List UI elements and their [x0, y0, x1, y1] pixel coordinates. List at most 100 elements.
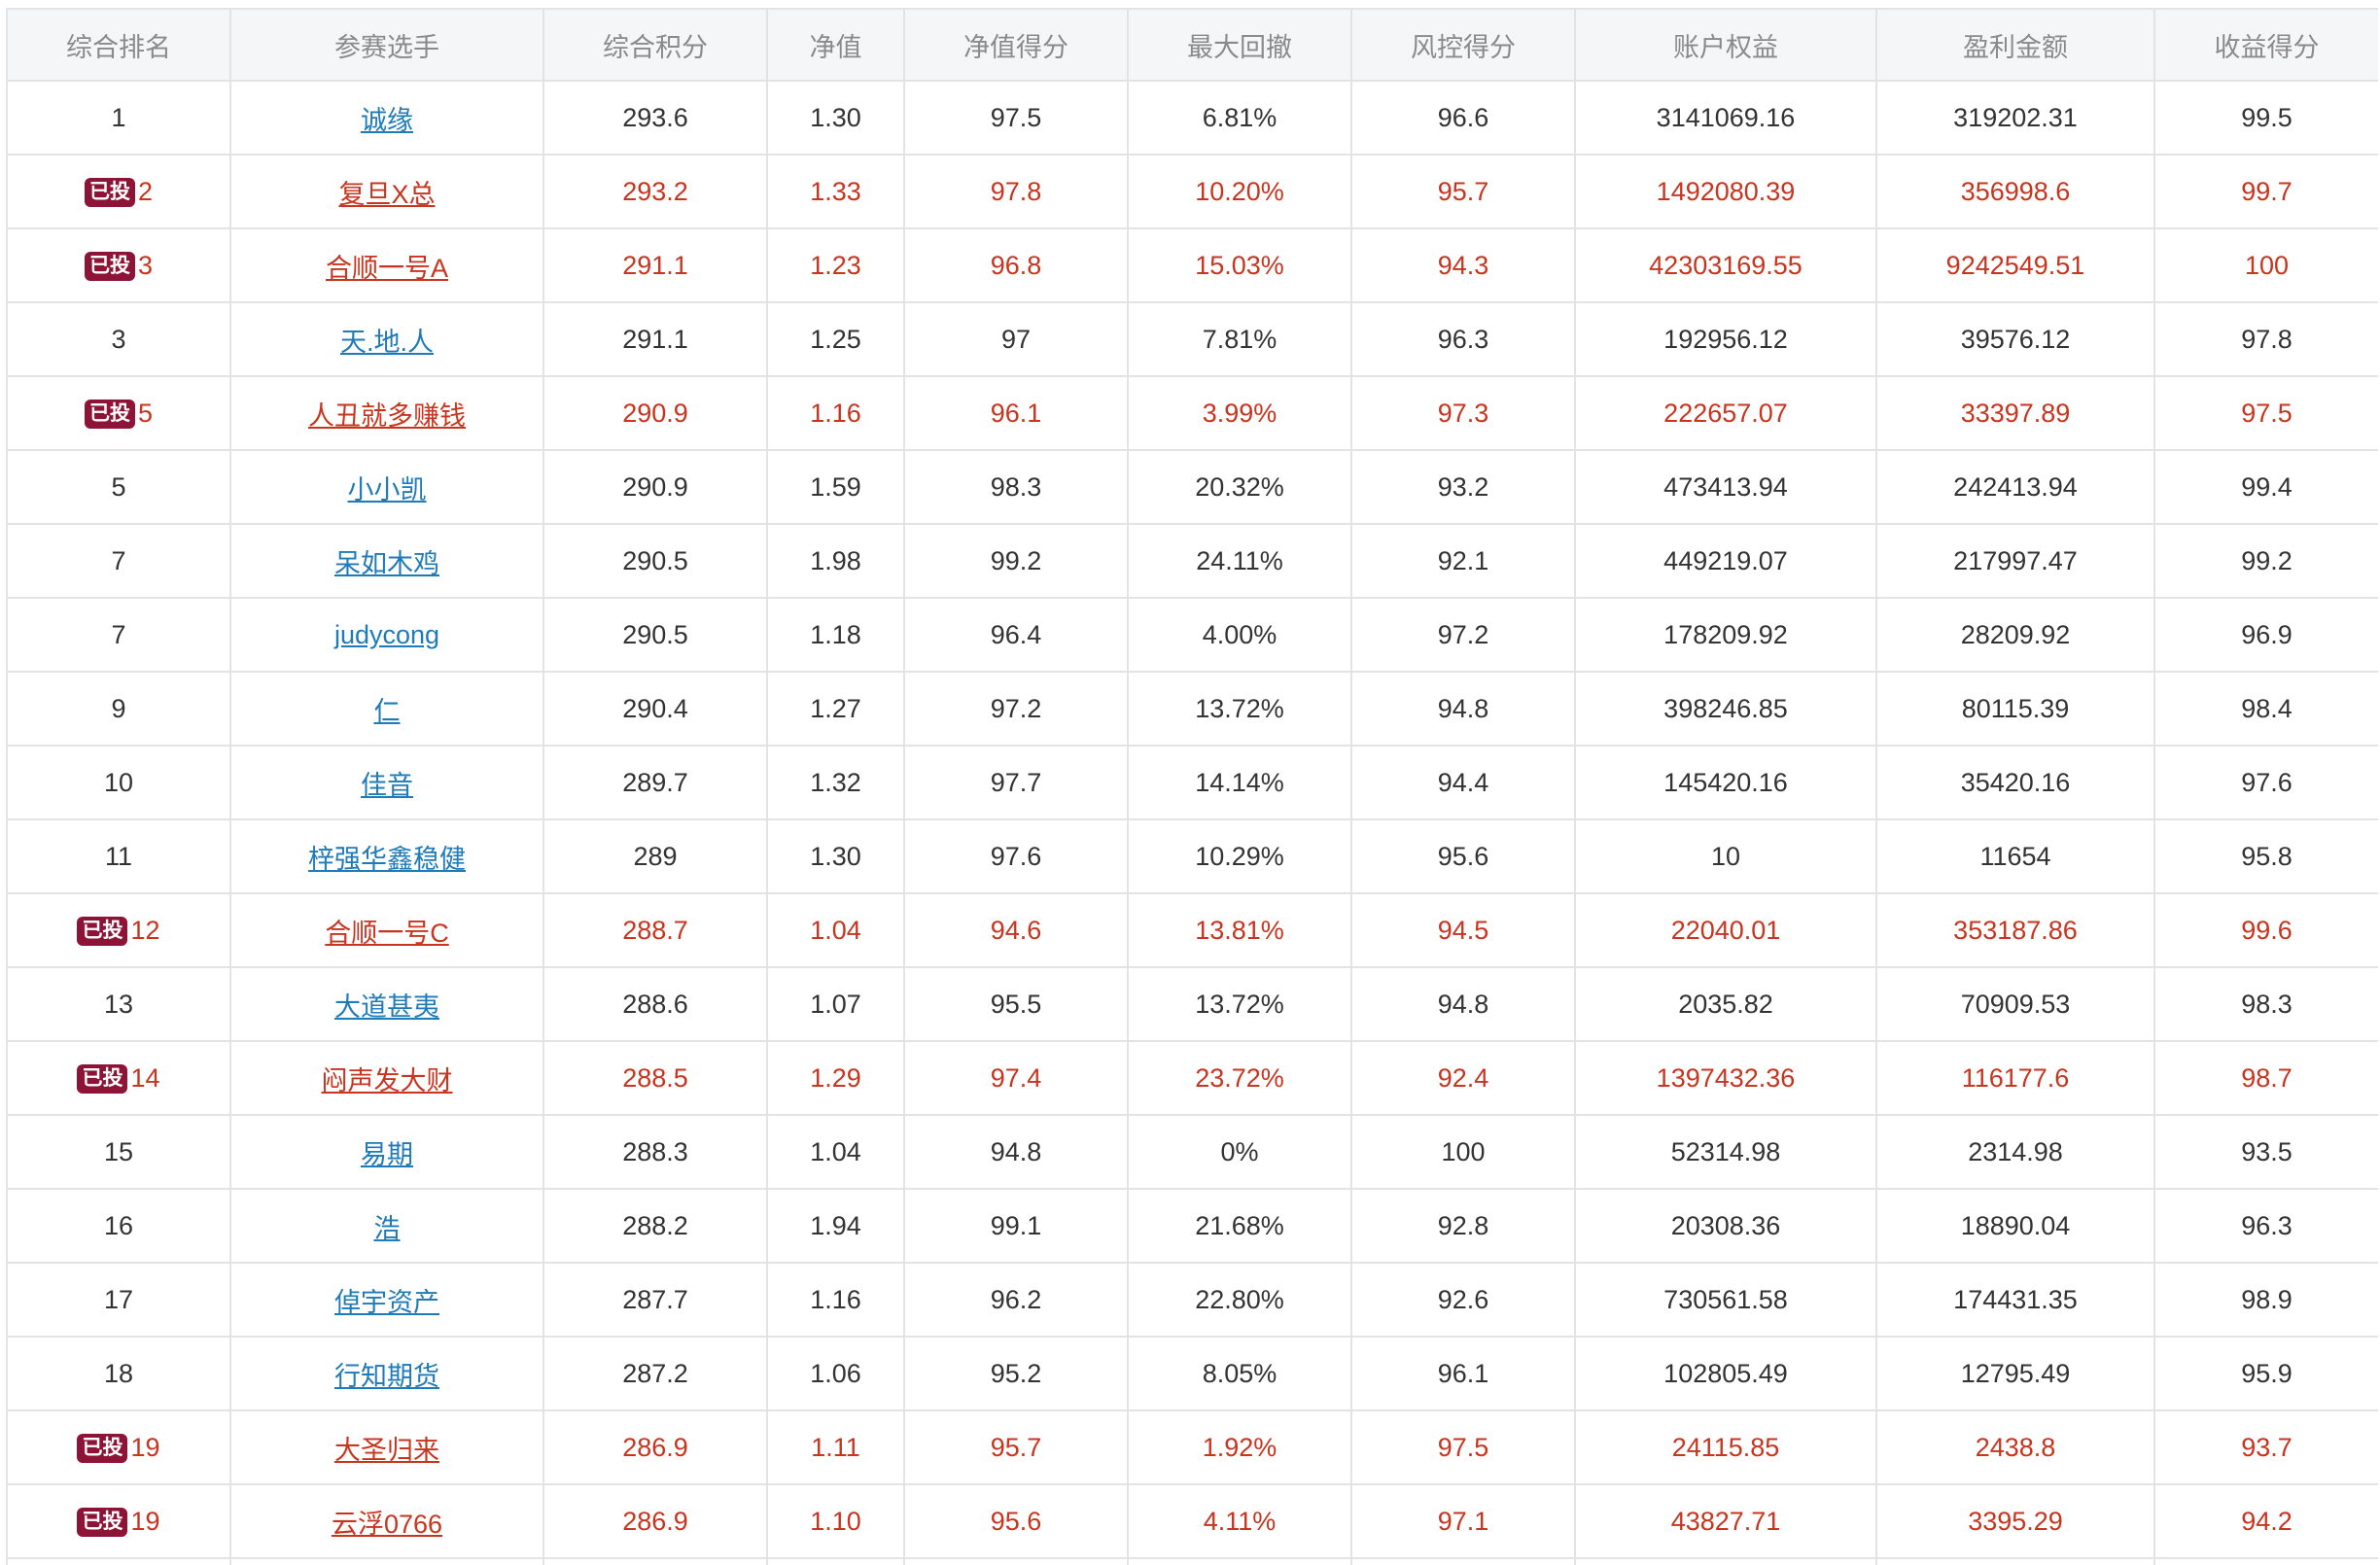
cell-profit: 39576.12 [1875, 301, 2155, 377]
rank-value: 11 [104, 841, 133, 871]
cell-return-score: 97.5 [2153, 375, 2378, 451]
header-player[interactable]: 参赛选手 [229, 8, 544, 82]
cell-score: 289.7 [542, 745, 768, 820]
cell-return-score: 97.8 [2153, 301, 2378, 377]
rank-value: 7 [111, 619, 126, 649]
cell-profit: 174431.35 [1875, 1262, 2155, 1338]
cell-risk-score: 96.1 [1350, 1336, 1576, 1411]
cell-score: 290.4 [542, 671, 768, 747]
cell-risk-score: 93.2 [1350, 449, 1576, 525]
cell-equity: 42303169.55 [1574, 227, 1877, 303]
player-link[interactable]: 易期 [361, 1139, 413, 1169]
cell-risk-score: 97.1 [1350, 1483, 1576, 1559]
cell-max-drawdown [1127, 1557, 1352, 1565]
cell-rank: 已投 14 [6, 1040, 231, 1116]
cell-score: 293.6 [542, 80, 768, 156]
rank-value: 5 [111, 471, 126, 502]
cell-return-score: 97.6 [2153, 745, 2378, 820]
header-score[interactable]: 综合积分 [542, 8, 768, 82]
player-link[interactable]: 复旦X总 [338, 179, 436, 209]
cell-score: 293.2 [542, 154, 768, 229]
cell-nav-score: 98.3 [903, 449, 1129, 525]
cell-equity: 20308.36 [1574, 1188, 1877, 1264]
player-link[interactable]: 闷声发大财 [321, 1065, 453, 1096]
cell-risk-score: 94.3 [1350, 227, 1576, 303]
header-profit[interactable]: 盈利金额 [1875, 8, 2155, 82]
header-equity[interactable]: 账户权益 [1574, 8, 1877, 82]
player-link[interactable]: 佳音 [361, 770, 413, 800]
header-max-drawdown[interactable]: 最大回撤 [1127, 8, 1352, 82]
cell-player: 易期 [229, 1114, 544, 1190]
table-row: 已投 3 合顺一号A 291.1 1.23 96.8 15.03% 94.3 42303169.… [6, 227, 2378, 303]
cell-rank: 17 [6, 1262, 231, 1338]
table-row: 17 倬宇资产 287.7 1.16 96.2 22.80% 92.6 730561.58 17… [6, 1262, 2378, 1338]
rank-value: 13 [103, 989, 134, 1019]
cell-nav: 1.07 [766, 966, 905, 1042]
player-link[interactable]: 倬宇资产 [334, 1287, 439, 1317]
player-link[interactable]: 云浮0766 [331, 1509, 443, 1539]
cell-player: 大道甚夷 [229, 966, 544, 1042]
cell-player: 呆如木鸡 [229, 523, 544, 599]
cell-rank: 16 [6, 1188, 231, 1264]
cell-score: 289 [542, 818, 768, 894]
player-link[interactable]: 梓强华鑫稳健 [308, 844, 466, 874]
cell-nav-score: 97 [903, 301, 1129, 377]
header-nav[interactable]: 净值 [766, 8, 905, 82]
cell-rank: 已投 19 [6, 1483, 231, 1559]
player-link[interactable]: 合顺一号C [325, 918, 449, 948]
invested-badge: 已投 [84, 177, 135, 207]
cell-max-drawdown: 22.80% [1127, 1262, 1352, 1338]
cell-return-score: 98.4 [2153, 671, 2378, 747]
table-row: 1 诚缘 293.6 1.30 97.5 6.81% 96.6 3141069.16 31920… [6, 80, 2378, 156]
table-row: 已投 19 大圣归来 286.9 1.11 95.7 1.92% 97.5 24115.85 24… [6, 1409, 2378, 1485]
player-link[interactable]: 天.地.人 [339, 327, 434, 357]
player-link[interactable]: 小小凯 [347, 474, 427, 504]
cell-nav: 1.23 [766, 227, 905, 303]
player-link[interactable]: 仁 [373, 696, 401, 726]
header-risk-score[interactable]: 风控得分 [1350, 8, 1576, 82]
cell-nav: 1.04 [766, 1114, 905, 1190]
cell-profit: 18890.04 [1875, 1188, 2155, 1264]
cell-max-drawdown: 13.72% [1127, 966, 1352, 1042]
table-row: 已投 14 闷声发大财 288.5 1.29 97.4 23.72% 92.4 1397432.… [6, 1040, 2378, 1116]
cell-nav: 1.29 [766, 1040, 905, 1116]
cell-nav: 1.94 [766, 1188, 905, 1264]
cell-return-score: 98.9 [2153, 1262, 2378, 1338]
invested-badge: 已投 [84, 251, 135, 281]
cell-nav-score: 97.5 [903, 80, 1129, 156]
header-rank[interactable]: 综合排名 [6, 8, 231, 82]
cell-equity: 102805.49 [1574, 1336, 1877, 1411]
cell-profit: 116177.6 [1875, 1040, 2155, 1116]
cell-return-score: 93.5 [2153, 1114, 2378, 1190]
cell-score: 288.3 [542, 1114, 768, 1190]
cell-risk-score: 94.5 [1350, 892, 1576, 968]
player-link[interactable]: judycong [333, 619, 440, 649]
cell-score: 286.9 [542, 1483, 768, 1559]
cell-nav-score: 94.6 [903, 892, 1129, 968]
cell-profit: 33397.89 [1875, 375, 2155, 451]
cell-nav-score: 96.1 [903, 375, 1129, 451]
cell-equity: 10 [1574, 818, 1877, 894]
cell-risk-score: 92.1 [1350, 523, 1576, 599]
cell-score: 291.1 [542, 227, 768, 303]
player-link[interactable]: 行知期货 [334, 1361, 439, 1391]
header-return-score[interactable]: 收益得分 [2153, 8, 2378, 82]
player-link[interactable]: 诚缘 [361, 105, 413, 135]
table-row: 5 小小凯 290.9 1.59 98.3 20.32% 93.2 473413.94 2424… [6, 449, 2378, 525]
cell-player: 浩 [229, 1188, 544, 1264]
header-nav-score[interactable]: 净值得分 [903, 8, 1129, 82]
player-link[interactable]: 大圣归来 [334, 1435, 439, 1465]
player-link[interactable]: 大道甚夷 [334, 991, 439, 1022]
player-link[interactable]: 呆如木鸡 [334, 548, 439, 578]
cell-equity: 2035.82 [1574, 966, 1877, 1042]
cell-score: 287.7 [542, 1262, 768, 1338]
player-link[interactable]: 浩 [373, 1213, 401, 1243]
cell-return-score: 95.9 [2153, 1336, 2378, 1411]
player-link[interactable]: 合顺一号A [325, 253, 448, 283]
cell-profit: 80115.39 [1875, 671, 2155, 747]
cell-risk-score: 95.7 [1350, 154, 1576, 229]
player-link[interactable]: 人丑就多赚钱 [308, 400, 466, 431]
cell-rank: 7 [6, 523, 231, 599]
rank-value: 7 [111, 545, 126, 575]
cell-nav: 1.04 [766, 892, 905, 968]
